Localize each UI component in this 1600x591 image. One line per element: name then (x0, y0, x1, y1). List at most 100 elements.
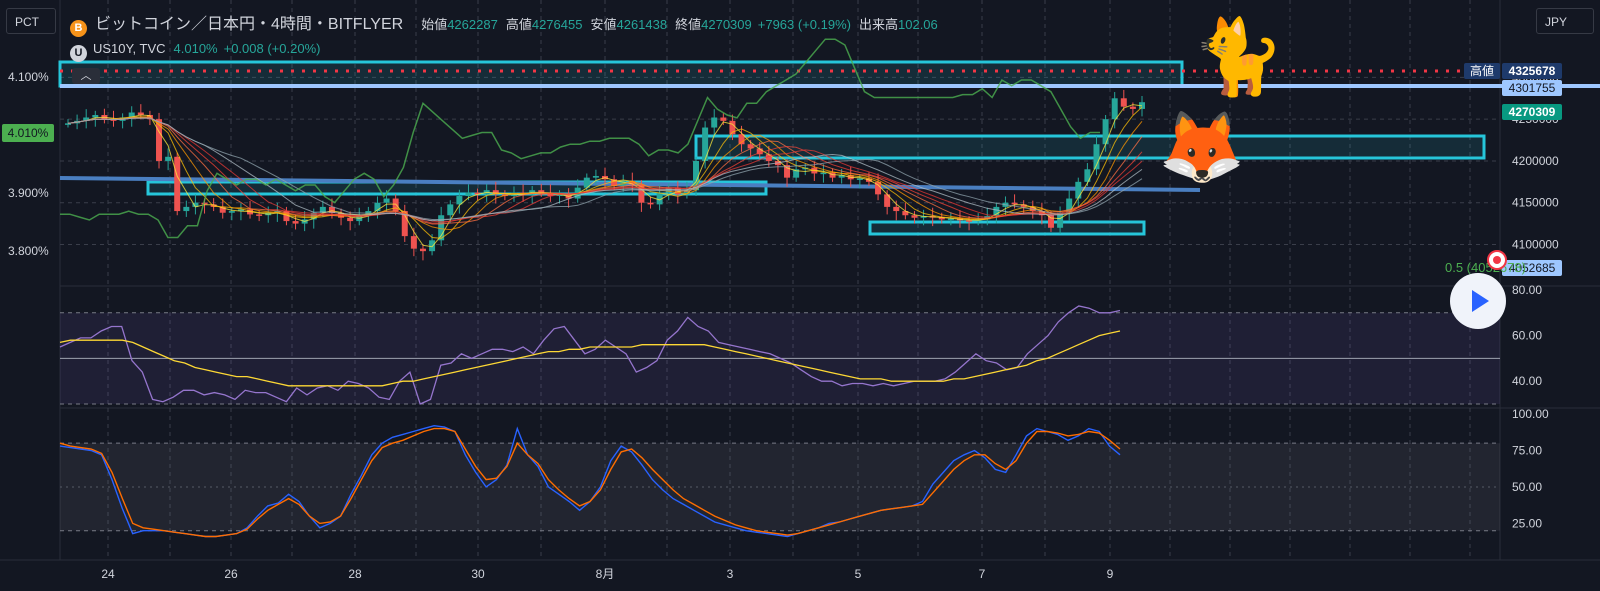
candle-body (128, 112, 135, 118)
open-value: 4262287 (447, 17, 498, 32)
candle-body (611, 179, 618, 187)
candle-body (1102, 119, 1109, 145)
price-badge (1502, 104, 1562, 120)
candle-body (629, 180, 636, 185)
candle-body (174, 156, 181, 212)
candle-body (237, 209, 244, 212)
rsi-tick-label: 40.00 (1512, 374, 1542, 388)
close-label: 終値 (675, 17, 702, 32)
candle-body (419, 248, 426, 252)
candle-body (893, 206, 900, 212)
stoch-series-line (59, 427, 1121, 538)
candle-body (401, 211, 408, 237)
candle-body (310, 212, 317, 220)
candle-body (1093, 144, 1100, 170)
candle-body (83, 117, 90, 121)
candle-body (1020, 204, 1027, 207)
time-tick-label: 30 (471, 567, 485, 581)
low-label: 安値 (590, 17, 617, 32)
change-value: +7963 (+0.19%) (757, 17, 851, 32)
volume-value: 102.06 (898, 17, 938, 32)
high-badge (1464, 63, 1500, 79)
ma-ribbon-line (67, 117, 1143, 222)
candle-body (693, 160, 700, 191)
price-badge-label: 4301755 (1509, 81, 1556, 95)
candle-body (319, 206, 326, 213)
candle-body (165, 156, 172, 161)
overlay-legend: U US10Y, TVC 4.010% +0.008 (+0.20%) (70, 41, 320, 62)
high-badge-label: 高値 (1470, 63, 1494, 78)
candle-body (592, 175, 599, 178)
candle-body (638, 184, 645, 203)
candle-body (274, 211, 281, 213)
candle-body (183, 206, 190, 212)
us10y-overlay-line (60, 38, 1100, 239)
price-badge-label: 4270309 (1509, 105, 1556, 119)
ohlc-values: 始値4262287 高値4276455 安値4261438 終値4270309 +796… (413, 17, 938, 32)
candle-body (902, 211, 909, 216)
candle-body (1066, 198, 1073, 213)
candle-body (829, 172, 836, 178)
alert-icon[interactable] (1487, 250, 1507, 270)
candle-body (838, 175, 845, 178)
zone-box (694, 134, 1486, 160)
time-tick-label: 8月 (596, 567, 615, 581)
candle-body (938, 216, 945, 220)
rsi-tick-label: 60.00 (1512, 329, 1542, 343)
price-badge (1502, 63, 1562, 79)
symbol-title[interactable]: ビットコイン／日本円・4時間・BITFLYER (95, 16, 404, 33)
rsi-series-line (59, 305, 1121, 405)
stoch-tick-label: 100.00 (1512, 407, 1549, 421)
candle-body (447, 204, 454, 216)
candle-body (201, 202, 208, 205)
right-scale-button[interactable]: JPY (1536, 8, 1594, 34)
price-tick-label: 4150000 (1512, 196, 1559, 210)
candle-body (210, 204, 217, 207)
candle-body (738, 134, 745, 145)
candle-body (137, 112, 144, 116)
candle-body (410, 236, 417, 249)
main-legend: B ビットコイン／日本円・4時間・BITFLYER 始値4262287 高値42764… (70, 10, 938, 37)
candle-body (1011, 202, 1018, 205)
volume-label: 出来高 (858, 17, 898, 32)
left-scale-button[interactable]: PCT (6, 8, 56, 34)
candle-body (647, 202, 654, 205)
pct-current-label: 4.010% (8, 126, 49, 140)
candle-body (492, 190, 499, 195)
time-tick-label: 3 (727, 567, 734, 581)
time-tick-label: 26 (224, 567, 238, 581)
high-label: 高値 (505, 17, 532, 32)
ma-ribbon-line (67, 106, 1143, 239)
support-box (868, 220, 1146, 236)
candle-body (756, 148, 763, 155)
collapse-legend-button[interactable]: ︿ (72, 68, 100, 84)
time-tick-label: 5 (855, 567, 862, 581)
candle-body (765, 154, 772, 161)
stoch-tick-label: 25.00 (1512, 516, 1542, 530)
high-value: 4276455 (531, 17, 583, 32)
pct-tick-label: 3.800% (8, 244, 49, 258)
ma-ribbon-line (67, 104, 1143, 248)
pct-tick-label: 3.900% (8, 186, 49, 200)
candle-body (920, 216, 927, 218)
pct-current-badge (2, 124, 54, 142)
ma-ribbon-line (67, 117, 1143, 220)
candle-body (328, 206, 335, 213)
candle-body (219, 206, 226, 213)
ma-ribbon-line (67, 116, 1143, 225)
candle-body (474, 192, 481, 195)
candle-body (92, 115, 99, 118)
candle-body (947, 218, 954, 221)
price-badge-label: 4325678 (1509, 64, 1556, 78)
bitcoin-icon: B (70, 20, 87, 37)
candle-body (966, 220, 973, 222)
candle-body (1129, 106, 1136, 109)
time-tick-label: 9 (1107, 567, 1114, 581)
overlay-symbol[interactable]: US10Y, TVC (93, 41, 166, 56)
play-button[interactable] (1450, 273, 1506, 329)
rsi-tick-label: 80.00 (1512, 283, 1542, 297)
candle-body (702, 127, 709, 161)
